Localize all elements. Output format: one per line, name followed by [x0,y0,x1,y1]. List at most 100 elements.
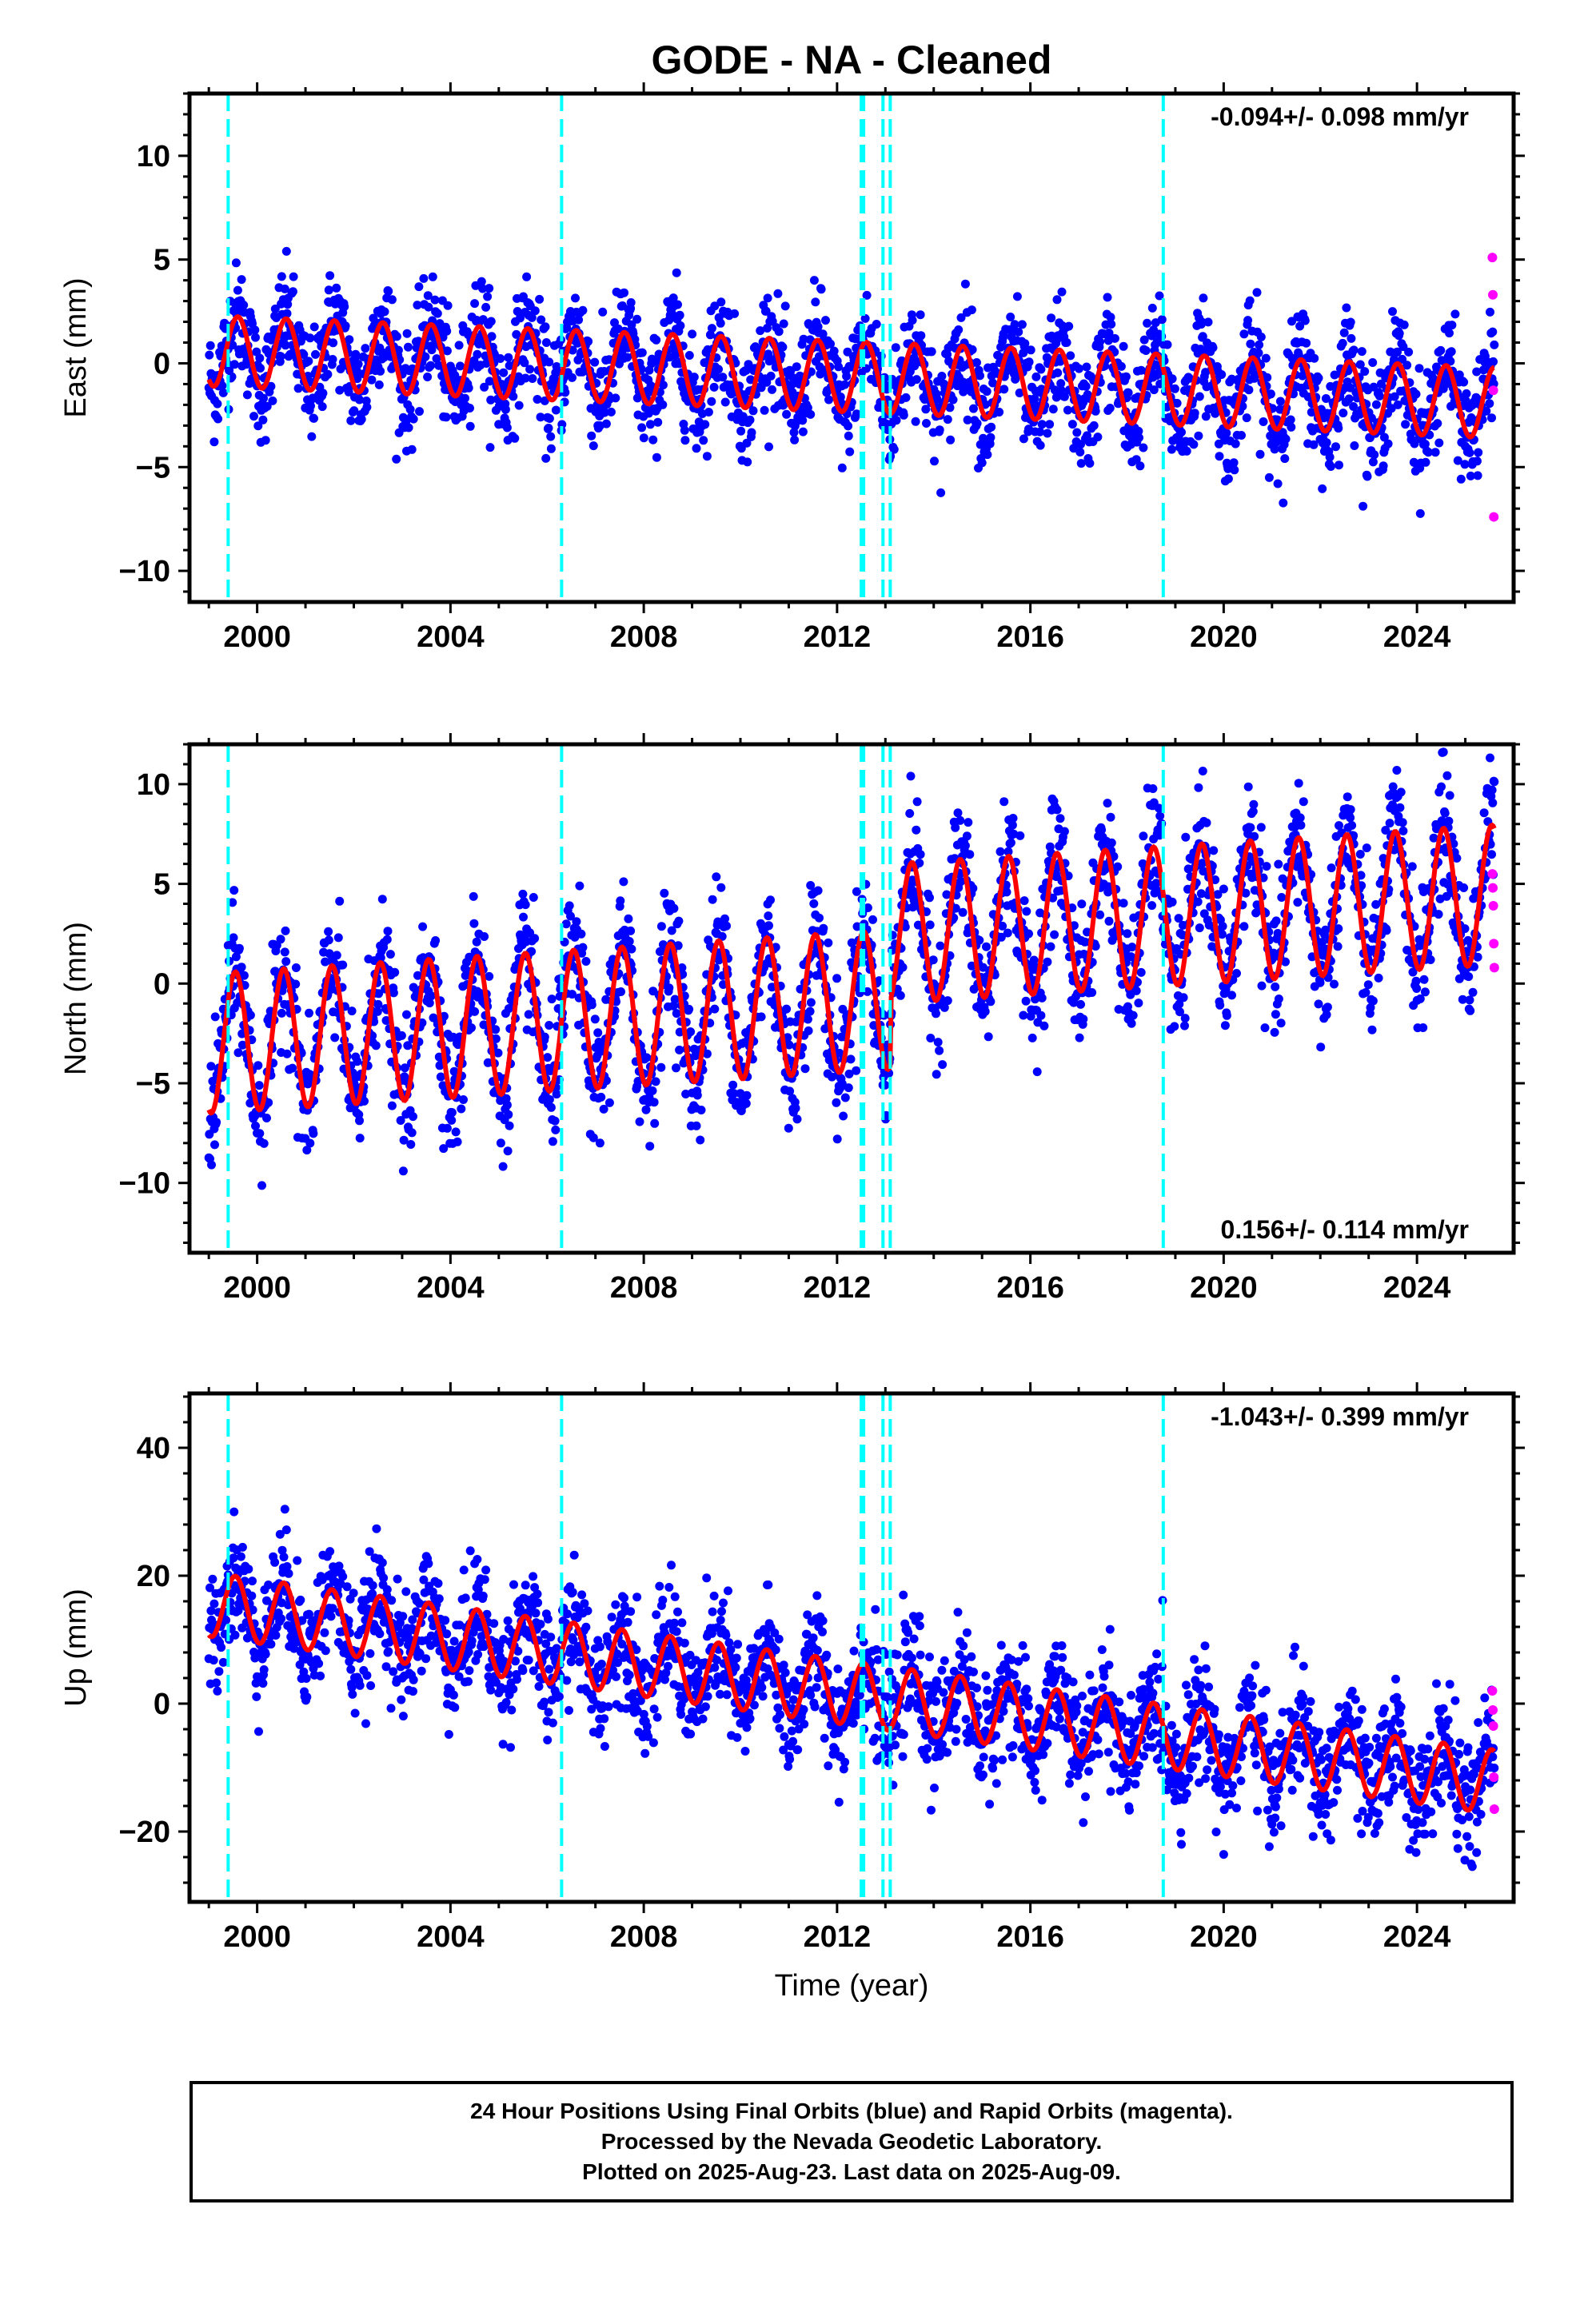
east-final-orbit-point [995,408,1003,417]
north-final-orbit-point [1386,819,1394,827]
north-final-orbit-point [212,1118,221,1126]
east-final-orbit-point [341,321,350,330]
north-final-orbit-point [1316,979,1325,987]
north-final-orbit-point [281,927,290,935]
east-final-orbit-point [799,428,808,436]
east-final-orbit-point [690,373,699,381]
east-final-orbit-point [261,436,270,444]
north-final-orbit-point [1295,779,1303,787]
north-final-orbit-point [504,1146,513,1155]
east-final-orbit-point [1359,502,1367,511]
north-final-orbit-point [1486,754,1494,763]
x-tick-label: 2024 [1383,620,1451,654]
north-final-orbit-point [1418,1023,1427,1032]
north-final-orbit-point [1194,898,1203,907]
north-final-orbit-point [543,1053,552,1062]
east-final-orbit-point [1462,389,1471,398]
north-final-orbit-point [1223,1011,1231,1020]
north-final-orbit-point [956,816,964,825]
east-final-orbit-point [902,393,911,402]
north-final-orbit-point [847,1054,856,1063]
east-final-orbit-point [318,402,327,411]
north-final-orbit-point [672,1009,681,1018]
north-final-orbit-point [1296,821,1305,830]
x-tick-label: 2016 [996,620,1064,654]
north-final-orbit-point [938,1060,947,1069]
north-final-orbit-point [1441,809,1450,818]
north-final-orbit-point [982,943,991,951]
north-final-orbit-point [1036,1011,1045,1020]
east-final-orbit-point [1058,288,1067,297]
east-final-orbit-point [646,420,655,429]
east-final-orbit-point [743,457,752,466]
north-final-orbit-point [926,920,935,929]
east-final-orbit-point [1243,316,1252,325]
north-final-orbit-point [1323,1003,1332,1011]
east-final-orbit-point [760,406,769,415]
east-final-orbit-point [444,301,453,310]
north-final-orbit-point [1022,907,1031,916]
east-final-orbit-point [912,417,920,426]
north-final-orbit-point [277,1009,286,1018]
east-final-orbit-point [1135,461,1144,470]
north-final-orbit-point [467,1023,476,1032]
north-final-orbit-point [1364,980,1373,989]
east-final-orbit-point [806,410,815,419]
east-final-orbit-point [892,343,900,352]
north-final-orbit-point [402,1011,411,1019]
east-final-orbit-point [1189,440,1198,448]
y-tick-label: 0 [154,347,170,381]
north-final-orbit-point [519,913,528,922]
east-final-orbit-point [1255,341,1263,349]
north-final-orbit-point [521,900,530,909]
north-final-orbit-point [809,899,818,908]
north-final-orbit-point [801,1064,810,1073]
east-final-orbit-point [1246,297,1255,305]
east-final-orbit-point [503,424,512,433]
east-final-orbit-point [1404,348,1413,357]
east-final-orbit-point [1431,448,1440,456]
east-final-orbit-point [388,295,397,304]
east-final-orbit-point [1215,452,1224,460]
north-final-orbit-point [807,999,816,1007]
east-final-orbit-point [824,396,833,405]
east-final-orbit-point [1020,339,1029,348]
north-final-orbit-point [388,1102,397,1110]
east-final-orbit-point [1111,334,1119,343]
east-final-orbit-point [393,332,401,341]
north-final-orbit-point [1382,926,1391,935]
north-final-orbit-point [619,877,628,886]
north-final-orbit-point [447,1116,456,1125]
north-final-orbit-point [625,937,634,946]
north-final-orbit-point [804,1015,812,1024]
north-final-orbit-point [1132,987,1141,995]
north-final-orbit-point [355,1116,364,1125]
north-final-orbit-point [1147,901,1156,910]
north-final-orbit-point [1347,821,1356,830]
east-final-orbit-point [1036,365,1045,374]
north-final-orbit-point [1466,1007,1474,1015]
north-final-orbit-point [1334,942,1343,951]
east-final-orbit-point [1204,317,1213,326]
east-final-orbit-point [1217,370,1226,379]
east-final-orbit-point [746,416,755,425]
north-final-orbit-point [1490,777,1498,786]
east-final-orbit-point [1018,320,1027,329]
north-final-orbit-point [907,771,916,780]
north-final-orbit-point [1039,1022,1048,1030]
east-final-orbit-point [305,333,314,342]
east-final-orbit-point [1117,362,1126,371]
north-final-orbit-point [1038,994,1047,1003]
north-final-orbit-point [452,1127,461,1136]
east-final-orbit-point [1485,399,1494,408]
east-final-orbit-point [602,420,611,429]
north-rapid-orbit-point [1487,869,1497,879]
north-final-orbit-point [696,1136,704,1145]
east-final-orbit-point [1262,354,1271,363]
north-final-orbit-point [839,1112,848,1121]
east-final-orbit-point [1326,452,1335,461]
north-final-orbit-point [399,1166,408,1175]
north-final-orbit-point [934,1038,943,1046]
east-final-orbit-point [384,287,393,296]
